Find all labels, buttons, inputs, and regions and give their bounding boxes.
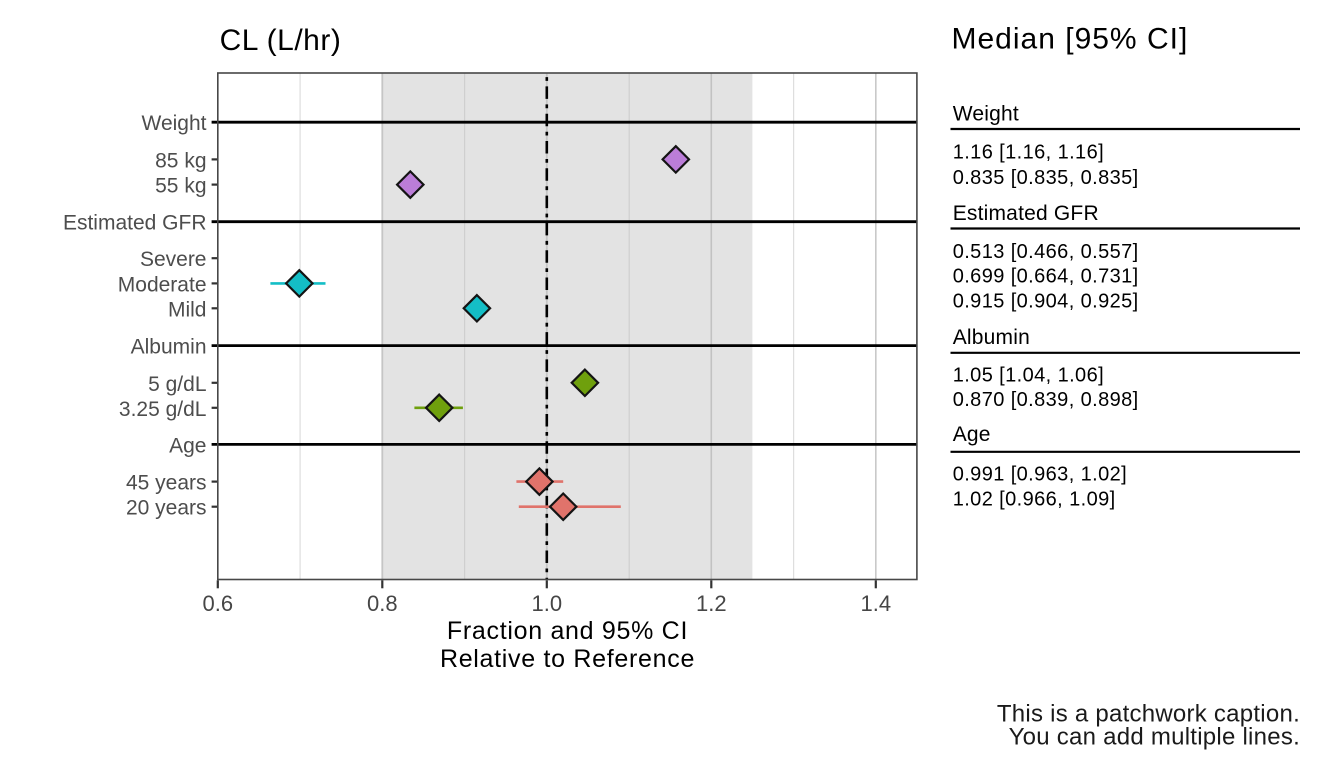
svg-text:1.05 [1.04, 1.06]: 1.05 [1.04, 1.06] <box>953 365 1104 387</box>
svg-text:Albumin: Albumin <box>131 336 207 359</box>
svg-text:20 years: 20 years <box>126 497 207 520</box>
svg-text:0.835 [0.835, 0.835]: 0.835 [0.835, 0.835] <box>953 167 1139 189</box>
svg-text:Albumin: Albumin <box>953 326 1030 349</box>
svg-text:Estimated GFR: Estimated GFR <box>953 202 1099 225</box>
svg-text:0.870 [0.839, 0.898]: 0.870 [0.839, 0.898] <box>953 389 1139 411</box>
svg-text:You can add multiple lines.: You can add multiple lines. <box>1009 723 1300 750</box>
svg-text:Weight: Weight <box>953 102 1019 125</box>
svg-text:0.8: 0.8 <box>367 591 398 616</box>
svg-text:0.513 [0.466, 0.557]: 0.513 [0.466, 0.557] <box>953 241 1139 263</box>
svg-text:1.4: 1.4 <box>861 591 892 616</box>
svg-text:1.0: 1.0 <box>532 591 563 616</box>
svg-text:Estimated GFR: Estimated GFR <box>63 212 207 235</box>
svg-text:Weight: Weight <box>142 112 207 135</box>
svg-text:This is a patchwork caption.: This is a patchwork caption. <box>997 701 1300 728</box>
svg-text:0.915 [0.904, 0.925]: 0.915 [0.904, 0.925] <box>953 291 1139 313</box>
svg-text:Moderate: Moderate <box>118 273 207 296</box>
svg-text:0.699 [0.664, 0.731]: 0.699 [0.664, 0.731] <box>953 266 1139 288</box>
svg-text:Severe: Severe <box>140 248 207 271</box>
svg-text:Mild: Mild <box>168 298 207 321</box>
svg-text:0.6: 0.6 <box>203 591 234 616</box>
svg-text:1.02 [0.966, 1.09]: 1.02 [0.966, 1.09] <box>953 489 1116 511</box>
svg-text:5 g/dL: 5 g/dL <box>148 373 206 396</box>
svg-text:55 kg: 55 kg <box>155 175 206 198</box>
svg-text:0.991 [0.963, 1.02]: 0.991 [0.963, 1.02] <box>953 463 1127 485</box>
svg-text:Relative to Reference: Relative to Reference <box>440 645 695 673</box>
svg-text:CL (L/hr): CL (L/hr) <box>220 24 342 57</box>
svg-text:85 kg: 85 kg <box>155 149 206 172</box>
svg-text:45 years: 45 years <box>126 472 207 495</box>
svg-text:Fraction and 95% CI: Fraction and 95% CI <box>447 617 688 645</box>
svg-text:Age: Age <box>953 423 991 446</box>
svg-text:1.16 [1.16, 1.16]: 1.16 [1.16, 1.16] <box>953 142 1104 164</box>
svg-text:1.2: 1.2 <box>696 591 727 616</box>
svg-text:Age: Age <box>169 434 206 457</box>
svg-text:3.25 g/dL: 3.25 g/dL <box>119 398 207 421</box>
svg-text:Median [95% CI]: Median [95% CI] <box>952 22 1189 55</box>
